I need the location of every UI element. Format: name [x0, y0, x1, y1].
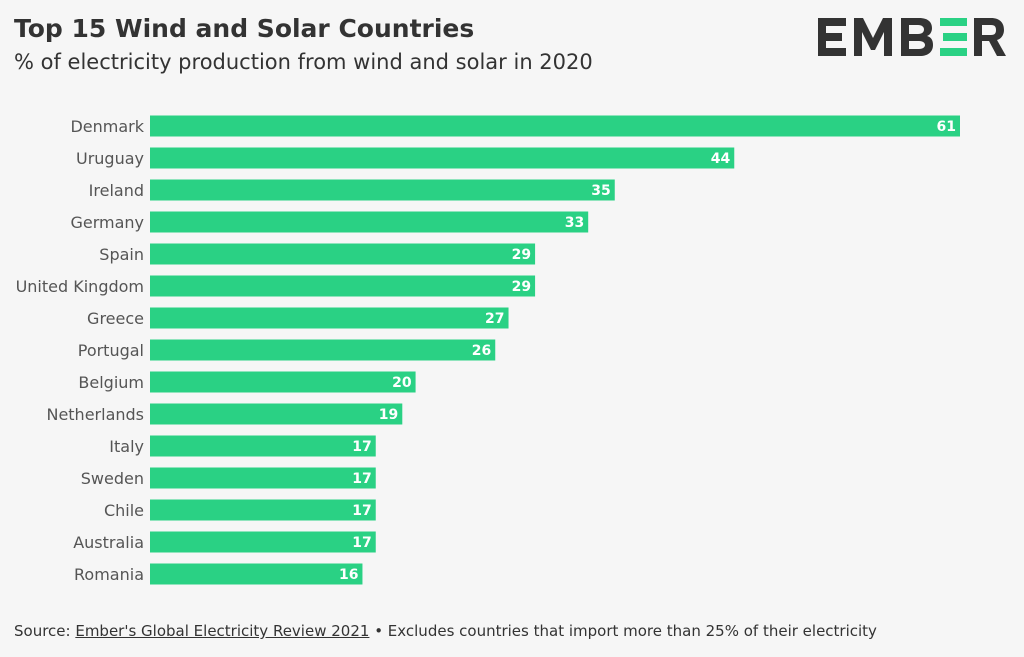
source-suffix: • Excludes countries that import more th…: [369, 622, 877, 640]
category-label: Italy: [109, 437, 144, 456]
data-label: 26: [472, 343, 491, 359]
category-label: Romania: [74, 565, 144, 584]
data-label: 17: [352, 439, 371, 455]
data-label: 17: [352, 535, 371, 551]
data-label: 33: [565, 215, 584, 231]
bar-uruguay: [150, 147, 735, 169]
data-label: 17: [352, 503, 371, 519]
category-label: Chile: [104, 501, 144, 520]
bar-romania: [150, 563, 363, 585]
data-label: 44: [711, 151, 731, 167]
bar-italy: [150, 435, 376, 457]
data-label: 17: [352, 471, 371, 487]
category-label: United Kingdom: [16, 277, 144, 296]
category-label: Uruguay: [76, 149, 144, 168]
data-label: 20: [392, 375, 412, 391]
bar-denmark: [150, 115, 960, 137]
bar-australia: [150, 531, 376, 553]
chart-subtitle: % of electricity production from wind an…: [14, 50, 593, 74]
data-label: 29: [512, 247, 531, 263]
data-label: 35: [591, 183, 610, 199]
bar-united-kingdom: [150, 275, 536, 297]
bar-sweden: [150, 467, 376, 489]
category-label: Netherlands: [46, 405, 144, 424]
bar-belgium: [150, 371, 416, 393]
category-label: Spain: [99, 245, 144, 264]
category-label: Greece: [87, 309, 144, 328]
bar-germany: [150, 211, 589, 233]
data-label: 61: [937, 119, 956, 135]
bar-portugal: [150, 339, 496, 361]
data-label: 16: [339, 567, 358, 583]
bar-spain: [150, 243, 536, 265]
bar-netherlands: [150, 403, 403, 425]
category-label: Portugal: [78, 341, 144, 360]
source-note: Source: Ember's Global Electricity Revie…: [14, 622, 877, 640]
data-label: 19: [379, 407, 398, 423]
bar-greece: [150, 307, 509, 329]
bar-chile: [150, 499, 376, 521]
category-label: Denmark: [70, 117, 144, 136]
source-link[interactable]: Ember's Global Electricity Review 2021: [75, 622, 370, 640]
data-label: 29: [512, 279, 531, 295]
source-prefix: Source:: [14, 622, 76, 640]
data-label: 27: [485, 311, 504, 327]
bar-ireland: [150, 179, 615, 201]
category-label: Sweden: [81, 469, 144, 488]
category-label: Ireland: [89, 181, 144, 200]
ember-logo: [818, 18, 1006, 56]
category-label: Germany: [70, 213, 144, 232]
category-label: Australia: [73, 533, 144, 552]
category-label: Belgium: [78, 373, 144, 392]
chart-title: Top 15 Wind and Solar Countries: [14, 14, 475, 43]
